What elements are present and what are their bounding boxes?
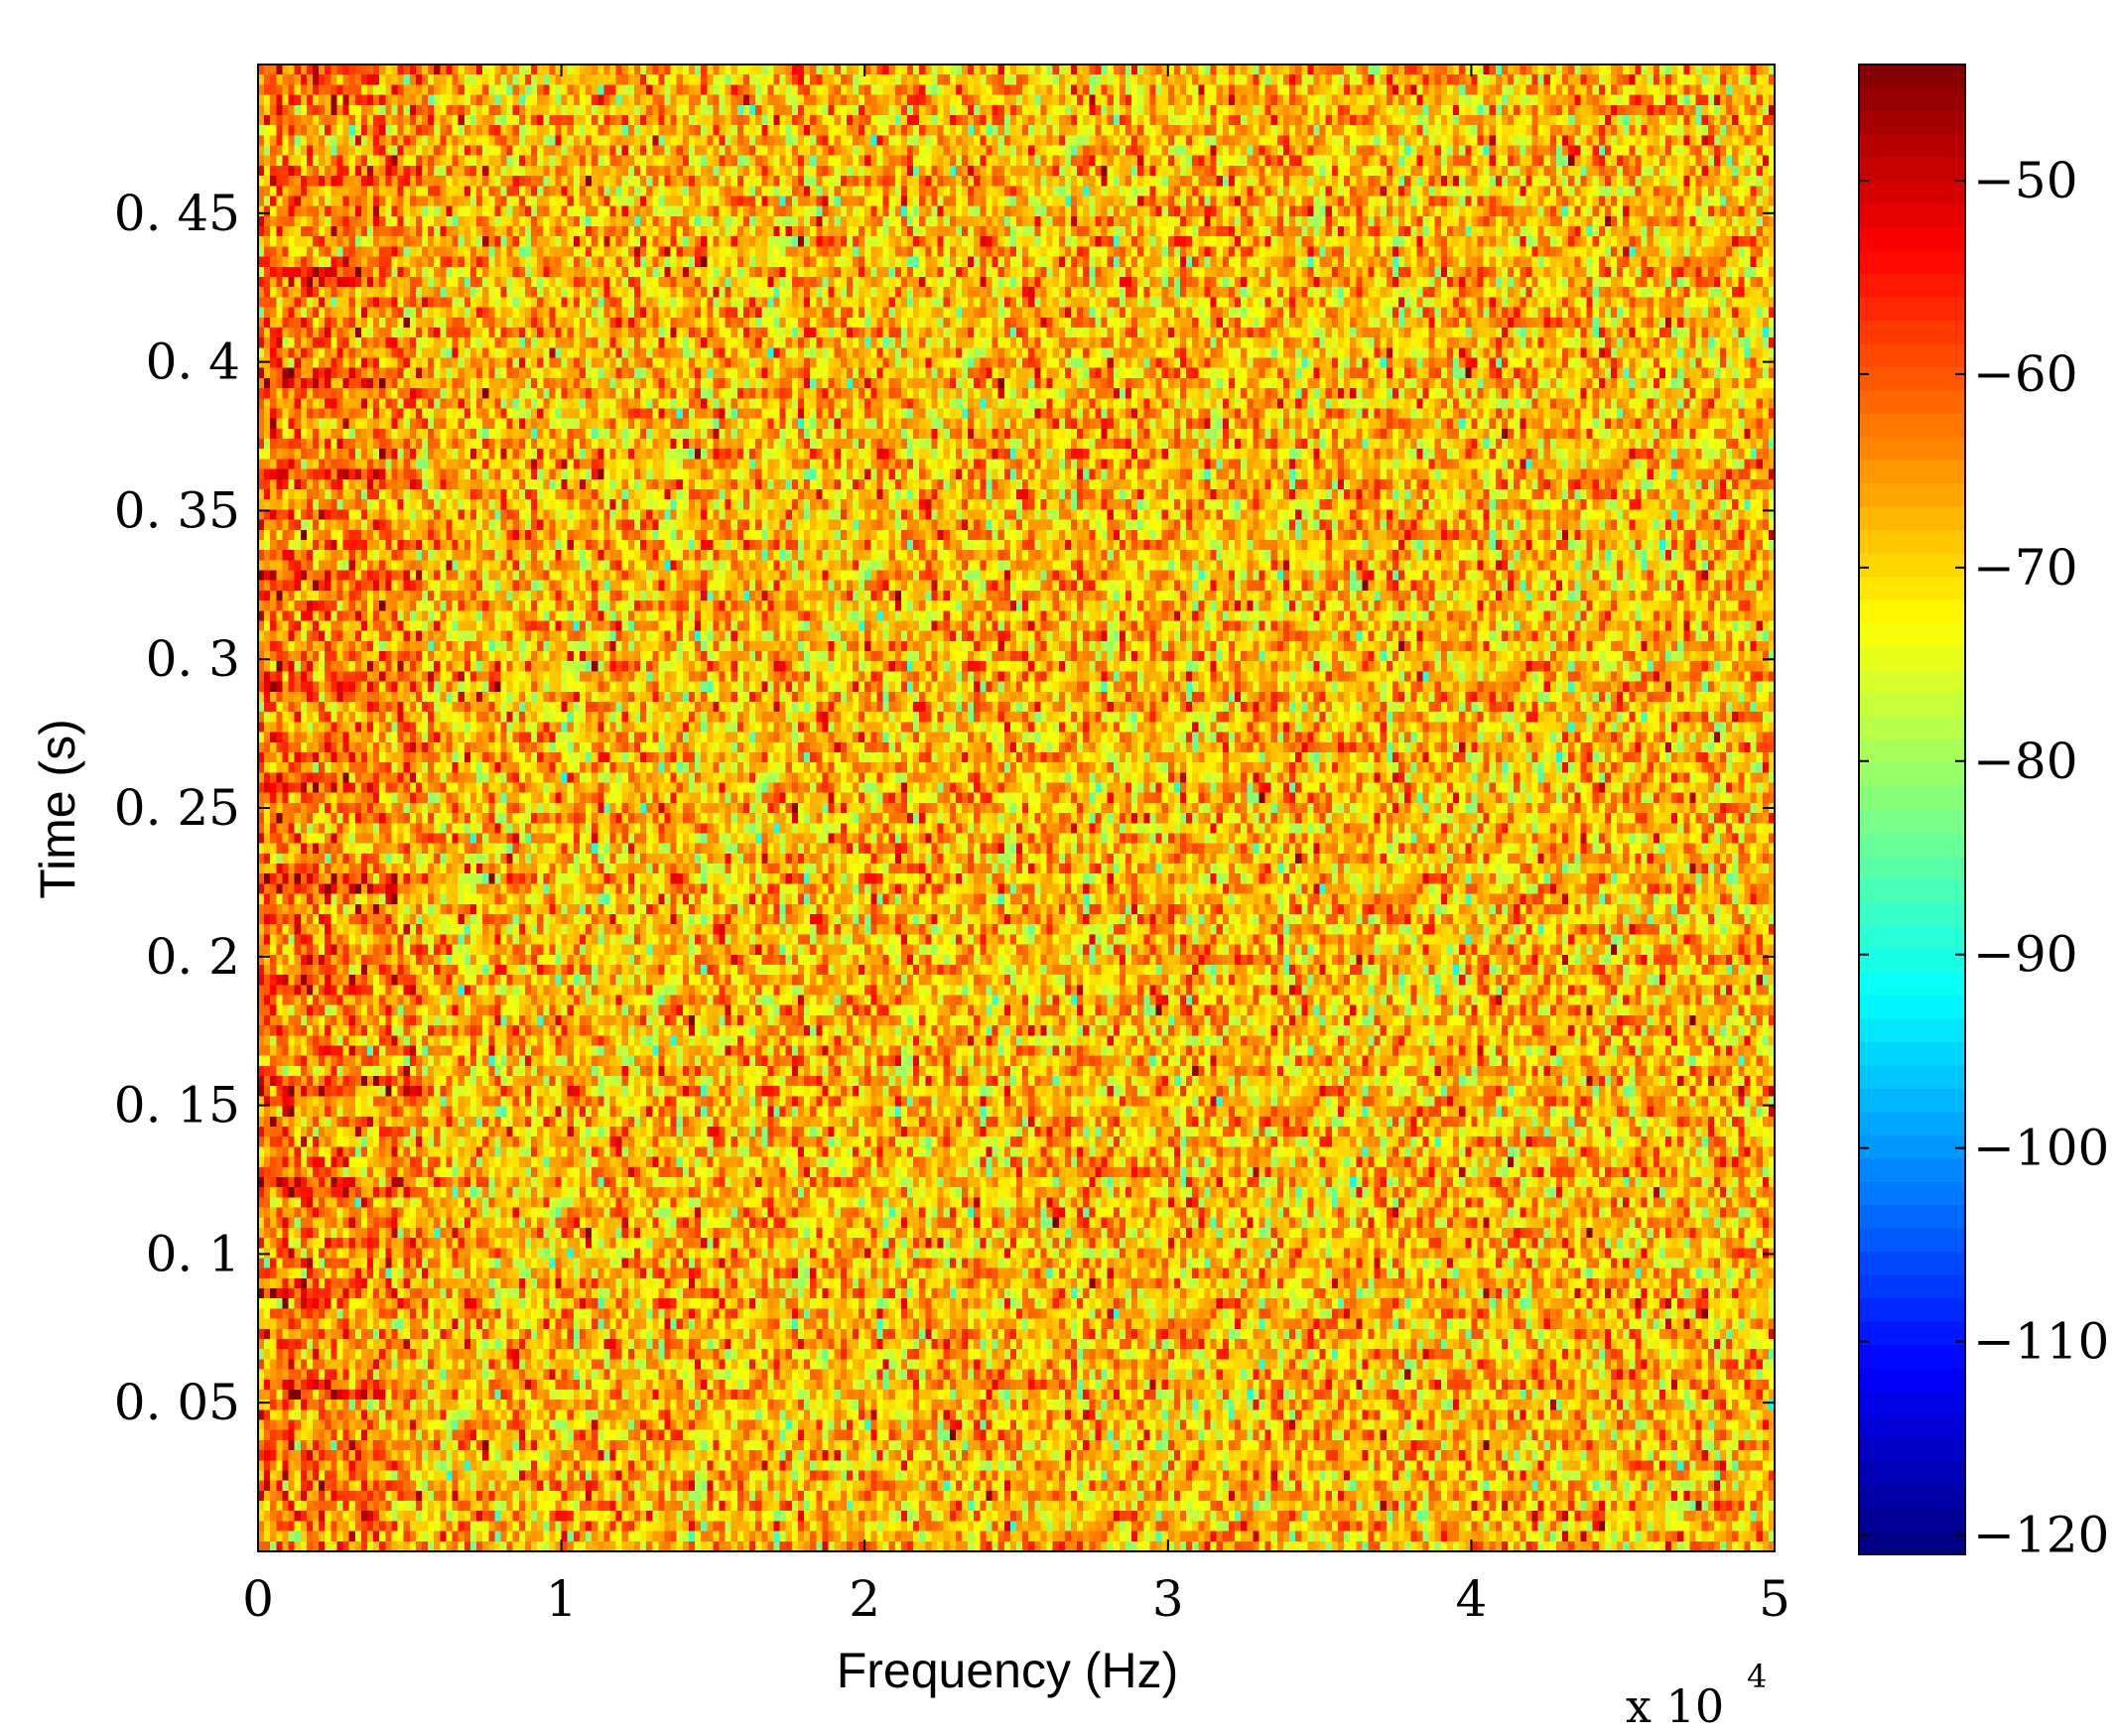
colorbar-tick-label: −120 xyxy=(1973,1507,2109,1564)
x-tick-label: 4 xyxy=(1455,1570,1487,1628)
y-tick-label: 0. 3 xyxy=(146,630,240,688)
y-tick-label: 0. 05 xyxy=(114,1374,240,1431)
x-axis-exponent-base: x 10 xyxy=(1626,1679,1724,1733)
colorbar-ticks: −50 −60 −70 −80 −90 −100 −110 −120 xyxy=(1859,152,2109,1564)
y-tick-label: 0. 2 xyxy=(146,928,240,986)
y-tick-label: 0. 25 xyxy=(114,779,240,837)
y-tick-label: 0. 45 xyxy=(114,185,240,242)
spectrogram-heatmap xyxy=(258,65,1775,1551)
x-tick-label: 1 xyxy=(546,1570,578,1628)
y-tick-label: 0. 1 xyxy=(146,1225,240,1282)
x-axis-exponent-power: 4 xyxy=(1747,1658,1767,1695)
x-axis-label: Frequency (Hz) xyxy=(837,1643,1179,1698)
x-tick-label: 2 xyxy=(849,1570,880,1628)
x-axis-ticks: 0 1 2 3 4 5 xyxy=(242,65,1790,1628)
colorbar-gradient xyxy=(1859,65,1965,1554)
x-tick-label: 5 xyxy=(1759,1570,1790,1628)
x-tick-label: 3 xyxy=(1152,1570,1184,1628)
colorbar-tick-label: −50 xyxy=(1973,152,2078,209)
y-tick-label: 0. 15 xyxy=(114,1077,240,1135)
y-axis-ticks: 0. 05 0. 1 0. 15 0. 2 0. 25 0. 3 0. 35 0. 4 0. 4… xyxy=(114,185,1775,1431)
y-axis-label: Time (s) xyxy=(30,719,85,898)
x-axis-exponent: x 10 4 xyxy=(1626,1658,1767,1733)
colorbar-tick-label: −70 xyxy=(1973,539,2078,597)
y-tick-label: 0. 4 xyxy=(146,334,240,391)
colorbar-tick-label: −80 xyxy=(1973,733,2078,790)
colorbar-tick-label: −110 xyxy=(1973,1313,2109,1371)
colorbar-frame xyxy=(1858,64,1966,1555)
colorbar-tick-label: −100 xyxy=(1973,1120,2109,1177)
y-tick-label: 0. 35 xyxy=(114,481,240,539)
colorbar-tick-label: −60 xyxy=(1973,345,2078,403)
x-tick-label: 0 xyxy=(242,1570,274,1628)
colorbar-tick-label: −90 xyxy=(1973,926,2078,984)
